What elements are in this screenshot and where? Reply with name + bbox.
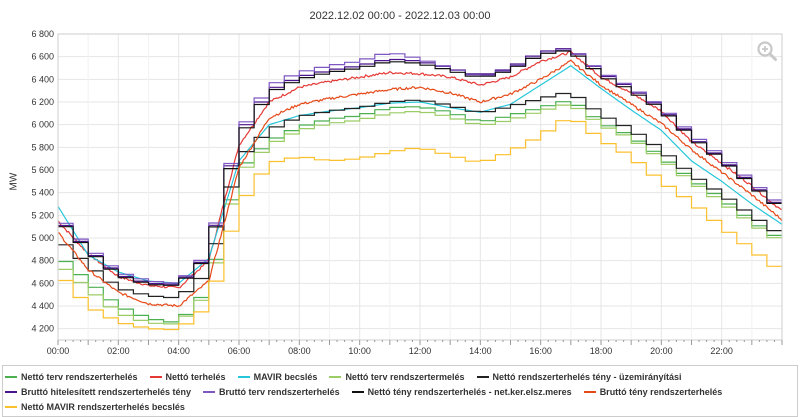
legend-label: Bruttó tény rendszerterhelés <box>599 386 723 397</box>
legend-item[interactable]: Nettó rendszerterhelés tény - üzemirányí… <box>476 371 682 382</box>
legend-label: MAVIR becslés <box>253 371 318 382</box>
legend-item[interactable]: MAVIR becslés <box>237 371 318 382</box>
y-axis-label: MW <box>8 172 20 191</box>
x-tick-label: 00:00 <box>47 346 70 356</box>
y-tick-label: 4 600 <box>31 278 54 288</box>
legend-swatch <box>583 390 596 393</box>
y-tick-label: 5 400 <box>31 188 54 198</box>
legend-label: Nettó terhelés <box>165 371 226 382</box>
legend-swatch <box>149 375 162 378</box>
x-tick-label: 16:00 <box>529 346 552 356</box>
chart-title: 2022.12.02 00:00 - 2022.12.03 00:00 <box>309 10 491 22</box>
legend-swatch <box>5 390 17 393</box>
y-tick-label: 6 800 <box>31 29 54 39</box>
y-tick-label: 4 800 <box>31 256 54 266</box>
legend-label: Bruttó terv rendszerterhelés <box>219 386 340 397</box>
legend-label: Nettó rendszerterhelés tény - üzemirányí… <box>492 371 682 382</box>
y-tick-label: 5 200 <box>31 210 54 220</box>
series-line-10[interactable] <box>58 120 782 331</box>
series-layer <box>57 48 783 331</box>
legend-item[interactable]: Nettó MAVIR rendszerterhelés becslés <box>5 402 185 412</box>
x-tick-label: 08:00 <box>288 346 311 356</box>
legend-label: Nettó terv rendszertermelés <box>345 371 465 382</box>
y-tick-label: 5 600 <box>31 165 54 175</box>
x-tick-label: 06:00 <box>228 346 251 356</box>
legend-label: Nettó terv rendszerterhelés <box>21 371 138 382</box>
legend-row: Nettó MAVIR rendszerterhelés becslés <box>5 399 795 414</box>
legend-label: Bruttó hitelesített rendszerterhelés tén… <box>21 386 192 397</box>
y-tick-label: 6 600 <box>31 52 54 62</box>
x-tick-label: 14:00 <box>469 346 492 356</box>
axes: 4 200 4 400 4 600 4 800 5 000 5 200 5 400 5 600… <box>31 29 783 356</box>
zoom-in-icon[interactable] <box>756 40 778 62</box>
y-tick-label: 4 400 <box>31 301 54 311</box>
legend-item[interactable]: Bruttó tény rendszerterhelés <box>583 386 723 397</box>
y-tick-label: 6 000 <box>31 120 54 130</box>
legend-item[interactable]: Nettó tény rendszerterhelés - net.ker.el… <box>351 386 572 397</box>
y-tick-label: 6 400 <box>31 74 54 84</box>
x-tick-label: 22:00 <box>710 346 733 356</box>
chart-canvas: 4 200 4 400 4 600 4 800 5 000 5 200 5 400 5 600… <box>31 29 783 356</box>
legend-swatch <box>476 375 489 378</box>
legend-label: Nettó tény rendszerterhelés - net.ker.el… <box>367 386 572 397</box>
legend-row: Nettó terv rendszerterhelés Nettó terhelé… <box>5 369 795 384</box>
series-line-9[interactable] <box>57 59 783 308</box>
series-line-8[interactable] <box>58 50 782 286</box>
legend-row: Bruttó hitelesített rendszerterhelés tén… <box>5 384 795 399</box>
legend-swatch <box>237 375 250 378</box>
legend-item[interactable]: Nettó terv rendszertermelés <box>329 371 465 382</box>
series-line-5[interactable] <box>58 92 782 299</box>
legend-swatch <box>5 405 17 408</box>
y-tick-label: 6 200 <box>31 97 54 107</box>
y-tick-label: 5 800 <box>31 142 54 152</box>
legend-item[interactable]: Bruttó terv rendszerterhelés <box>203 387 340 397</box>
x-tick-label: 12:00 <box>409 346 432 356</box>
legend-item[interactable]: Nettó terv rendszerterhelés <box>5 372 138 382</box>
chart-legend: Nettó terv rendszerterhelés Nettó terhelé… <box>2 365 798 417</box>
legend-label: Nettó MAVIR rendszerterhelés becslés <box>21 401 185 412</box>
legend-item[interactable]: Bruttó hitelesített rendszerterhelés tén… <box>5 387 191 397</box>
legend-swatch <box>329 375 342 378</box>
x-tick-label: 10:00 <box>348 346 371 356</box>
x-tick-label: 02:00 <box>107 346 130 356</box>
legend-swatch <box>203 390 216 393</box>
y-tick-label: 5 000 <box>31 233 54 243</box>
legend-swatch <box>5 375 17 378</box>
x-tick-label: 18:00 <box>590 346 613 356</box>
y-tick-label: 4 200 <box>31 324 54 334</box>
x-tick-label: 04:00 <box>167 346 190 356</box>
x-tick-label: 20:00 <box>650 346 673 356</box>
legend-swatch <box>351 390 364 393</box>
series-line-7[interactable] <box>58 49 782 284</box>
legend-item[interactable]: Nettó terhelés <box>149 371 226 382</box>
